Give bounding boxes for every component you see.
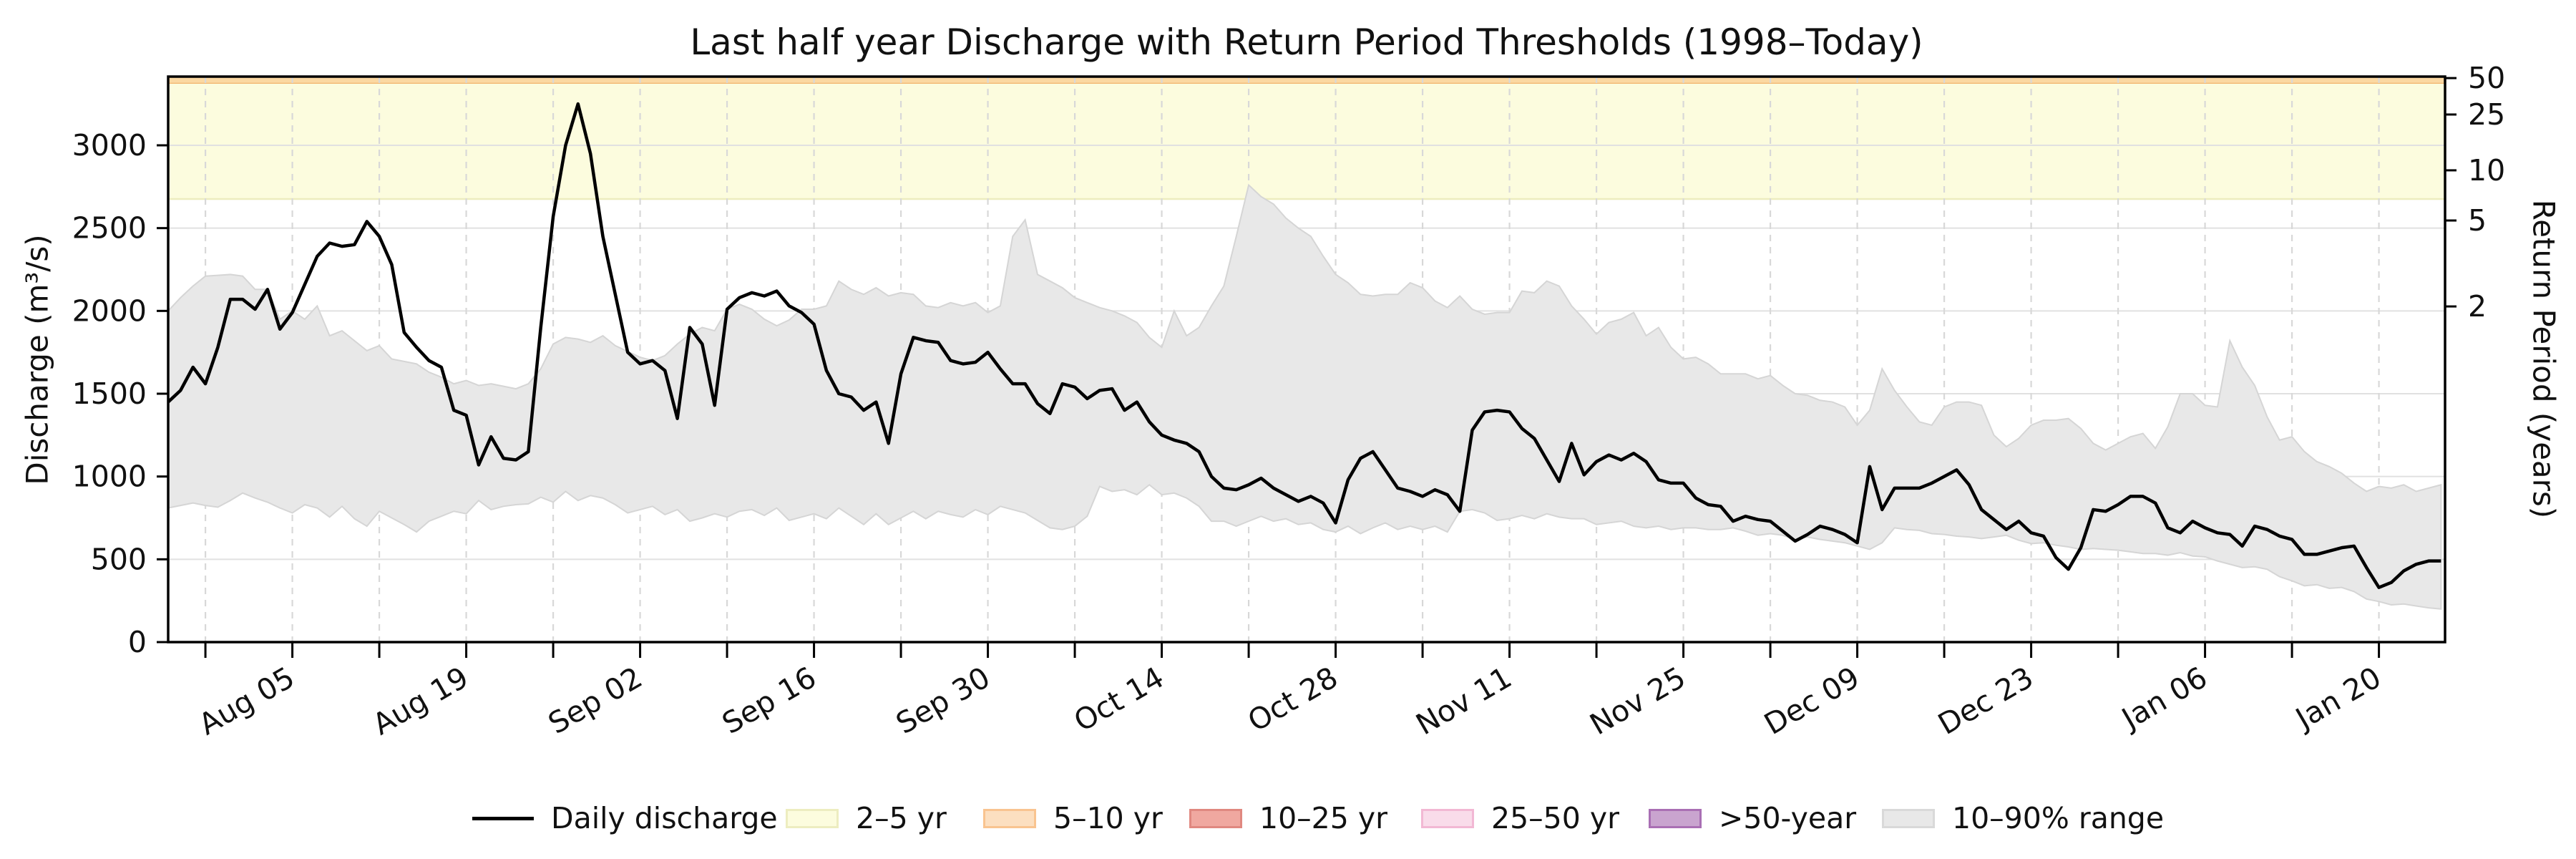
legend-label: Daily discharge xyxy=(551,801,778,835)
x-tick-label: Oct 14 xyxy=(1068,660,1170,739)
rp-tick-label: 50 xyxy=(2468,61,2505,95)
legend-item-4: 25–50 yr xyxy=(1421,793,1619,843)
band-5-10yr xyxy=(168,77,2445,84)
rp-tick-label: 5 xyxy=(2468,203,2487,238)
range-band-10-90 xyxy=(167,183,2442,610)
y-axis-label-right: Return Period (years) xyxy=(2526,199,2562,519)
legend-label: 2–5 yr xyxy=(856,801,947,835)
rp-tick-label: 25 xyxy=(2468,97,2505,132)
legend: Daily discharge 2–5 yr 5–10 yr 10–25 yr 25–5… xyxy=(0,793,2576,850)
rp-tick-label: 2 xyxy=(2468,289,2487,324)
y-tick-label: 3000 xyxy=(72,128,147,162)
legend-item-0: Daily discharge xyxy=(472,793,778,843)
legend-item-3: 10–25 yr xyxy=(1189,793,1387,843)
x-tick-label: Aug 05 xyxy=(193,660,301,742)
rp-tick-label: 10 xyxy=(2468,153,2505,188)
y-tick-label: 2500 xyxy=(72,211,147,246)
x-tick-label: Sep 16 xyxy=(716,660,821,741)
legend-patch-swatch xyxy=(1649,808,1702,828)
y-tick-label: 0 xyxy=(128,625,147,659)
y-tick-label: 1000 xyxy=(72,460,147,494)
x-tick-label: Dec 23 xyxy=(1932,660,2039,742)
legend-patch-swatch xyxy=(1882,808,1935,828)
daily-discharge-line xyxy=(167,102,2441,589)
y-tick-label: 1500 xyxy=(72,377,147,411)
y-axis-label-left: Discharge (m³/s) xyxy=(19,234,55,485)
x-tick-label: Dec 09 xyxy=(1758,660,1865,742)
band-2-5yr xyxy=(168,83,2445,199)
legend-patch-swatch xyxy=(1189,808,1242,828)
legend-label: 10–25 yr xyxy=(1259,801,1387,835)
legend-patch-swatch xyxy=(983,808,1036,828)
y-tick-label: 2000 xyxy=(72,293,147,328)
x-tick-label: Aug 19 xyxy=(367,660,474,742)
x-tick-label: Jan 20 xyxy=(2288,660,2387,737)
y-tick-label: 500 xyxy=(91,542,147,576)
legend-patch-swatch xyxy=(786,808,839,828)
legend-item-2: 5–10 yr xyxy=(983,793,1163,843)
legend-label: 10–90% range xyxy=(1952,801,2165,835)
legend-line-swatch xyxy=(472,816,534,820)
chart-title: Last half year Discharge with Return Per… xyxy=(690,21,1923,63)
x-tick-label: Oct 28 xyxy=(1242,660,1344,739)
x-tick-label: Nov 11 xyxy=(1410,660,1518,742)
plot-border xyxy=(167,75,2446,644)
legend-patch-swatch xyxy=(1421,808,1474,828)
x-tick-label: Sep 02 xyxy=(542,660,648,741)
legend-label: 25–50 yr xyxy=(1491,801,1619,835)
x-tick-label: Jan 06 xyxy=(2114,660,2213,737)
x-tick-label: Sep 30 xyxy=(890,660,995,741)
legend-item-6: 10–90% range xyxy=(1882,793,2164,843)
x-tick-label: Nov 25 xyxy=(1584,660,1692,742)
legend-item-1: 2–5 yr xyxy=(786,793,947,843)
legend-label: 5–10 yr xyxy=(1053,801,1163,835)
legend-item-5: >50-year xyxy=(1649,793,1856,843)
legend-label: >50-year xyxy=(1719,801,1857,835)
